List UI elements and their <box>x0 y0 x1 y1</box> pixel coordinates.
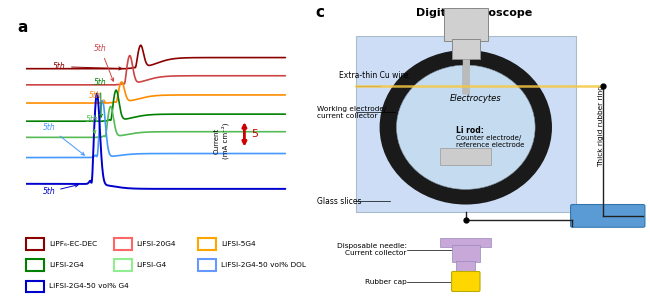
Text: 5th: 5th <box>94 44 114 81</box>
Text: 5th: 5th <box>94 78 107 117</box>
FancyBboxPatch shape <box>444 8 488 41</box>
Text: LiFSI-20G4: LiFSI-20G4 <box>136 241 176 247</box>
Text: Rubber cap: Rubber cap <box>365 279 407 285</box>
Text: Working electrode/
current collector: Working electrode/ current collector <box>317 106 387 118</box>
Text: 5th: 5th <box>86 115 99 134</box>
Text: Thick rigid rubber ring: Thick rigid rubber ring <box>598 85 604 167</box>
Text: LiFSI-2G4: LiFSI-2G4 <box>49 262 83 268</box>
FancyBboxPatch shape <box>456 261 475 271</box>
Circle shape <box>380 50 552 205</box>
Text: LiPF₆-EC-DEC: LiPF₆-EC-DEC <box>49 241 97 247</box>
Text: 5th: 5th <box>53 62 122 71</box>
Text: Electrocytes: Electrocytes <box>450 94 502 103</box>
Text: LiFSI-G4: LiFSI-G4 <box>136 262 167 268</box>
Text: LiFSI-2G4-50 vol% G4: LiFSI-2G4-50 vol% G4 <box>49 283 129 289</box>
Text: Extra-thin Cu wire:: Extra-thin Cu wire: <box>339 71 411 80</box>
Text: Disposable needle:
Current collector: Disposable needle: Current collector <box>337 244 407 256</box>
FancyBboxPatch shape <box>441 238 491 247</box>
Text: LiFSI-2G4-50 vol% DOL: LiFSI-2G4-50 vol% DOL <box>221 262 306 268</box>
Text: Glass slices: Glass slices <box>317 197 361 206</box>
Text: 5th: 5th <box>89 92 105 102</box>
Text: LiFSI-5G4: LiFSI-5G4 <box>221 241 255 247</box>
Text: 5th: 5th <box>42 184 78 196</box>
FancyBboxPatch shape <box>356 36 576 212</box>
Text: Li rod:: Li rod: <box>456 126 484 135</box>
FancyBboxPatch shape <box>452 271 480 291</box>
FancyBboxPatch shape <box>571 205 645 227</box>
Text: 5th: 5th <box>42 123 84 155</box>
FancyBboxPatch shape <box>452 39 480 59</box>
Text: 5: 5 <box>251 129 258 139</box>
Circle shape <box>396 65 535 189</box>
Text: Current
(mA cm⁻²): Current (mA cm⁻²) <box>214 122 229 159</box>
Text: Counter electrode/
reference electrode: Counter electrode/ reference electrode <box>456 135 524 148</box>
Text: Galvanostat: Galvanostat <box>577 211 638 220</box>
FancyBboxPatch shape <box>441 148 491 165</box>
Text: a: a <box>18 20 28 35</box>
Text: c: c <box>315 5 324 20</box>
Text: Digital microscope: Digital microscope <box>416 8 532 18</box>
FancyBboxPatch shape <box>452 245 480 262</box>
